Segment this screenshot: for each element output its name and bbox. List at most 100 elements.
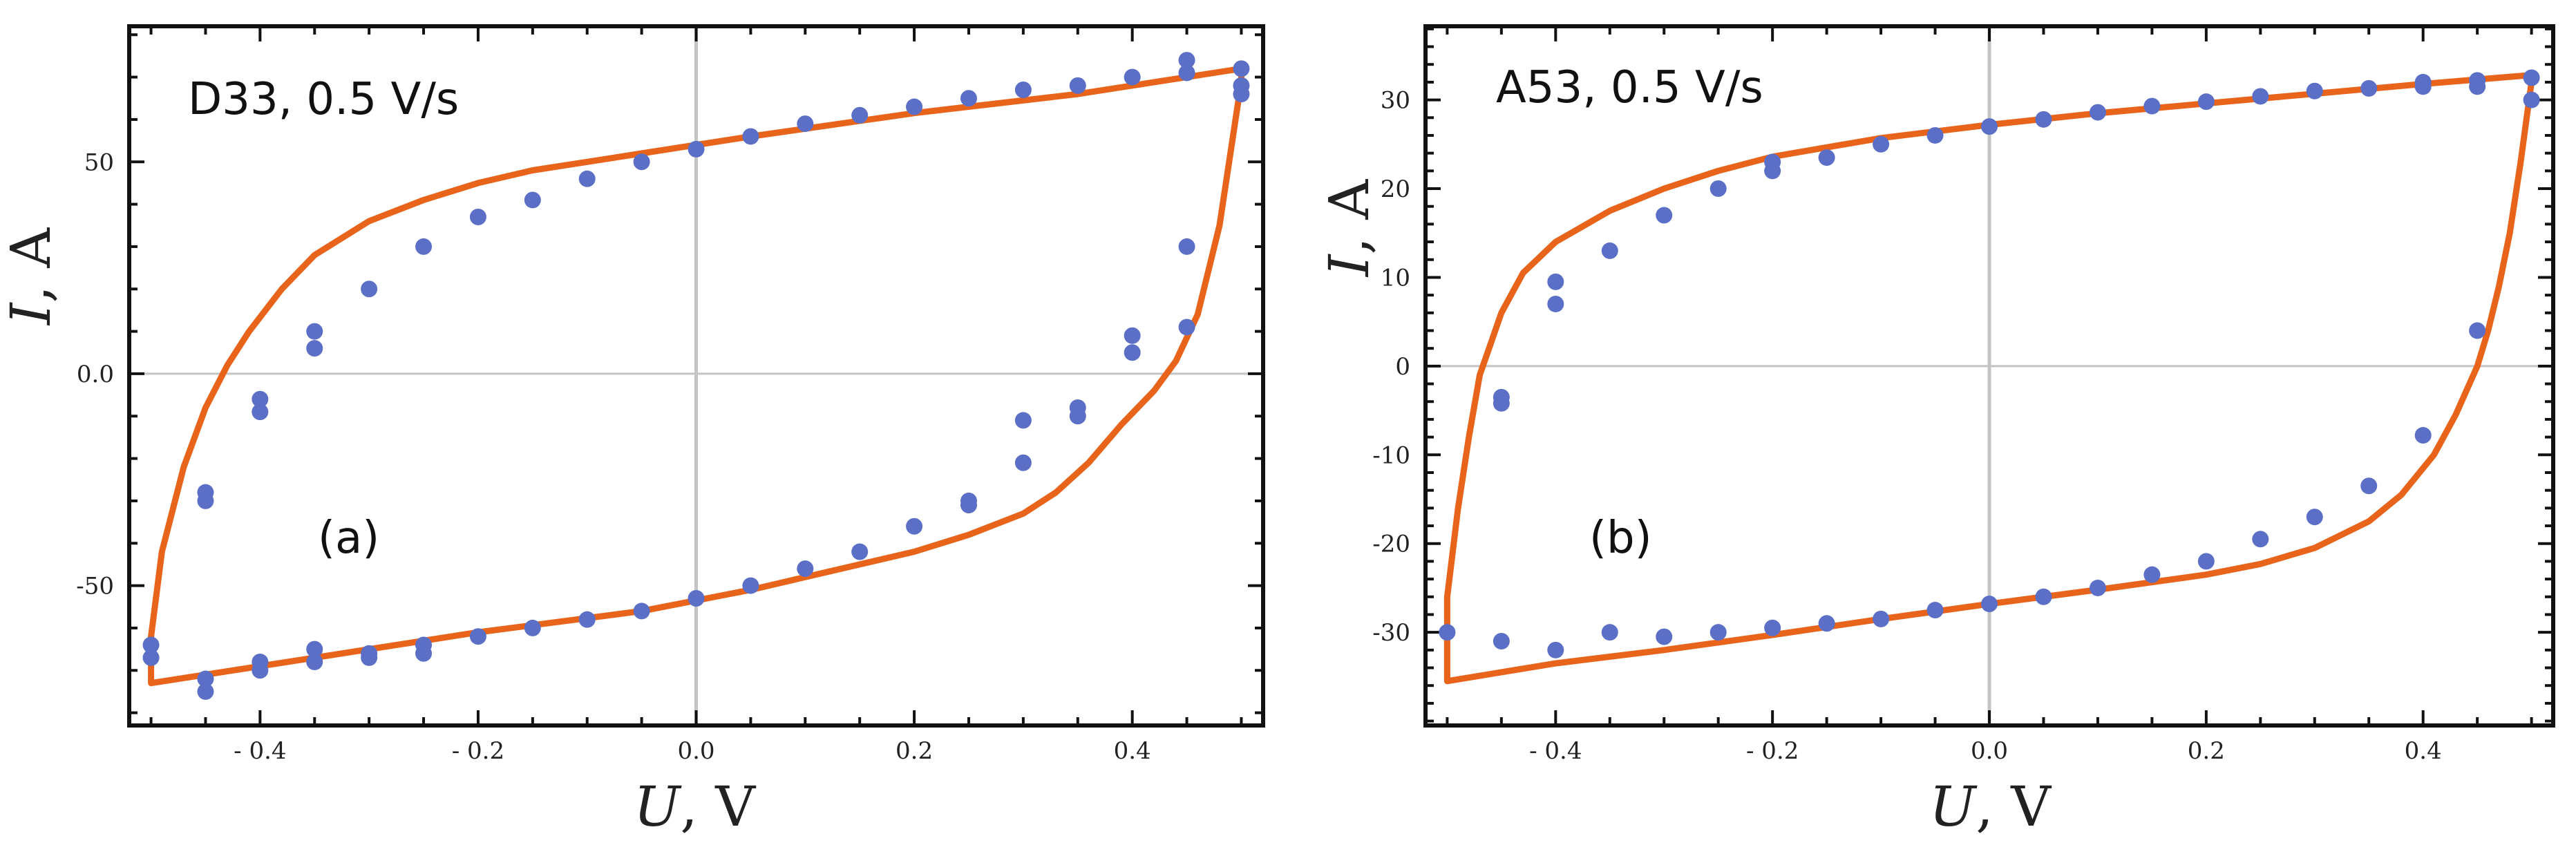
- panel-a-label: (a): [318, 513, 379, 564]
- panel-a-data-point: [142, 636, 160, 654]
- panel-b-data-point: [1818, 615, 1835, 632]
- panel-a-data-point: [1233, 60, 1250, 77]
- panel-a-data-point: [197, 683, 214, 700]
- panel-a-data-point: [960, 90, 977, 107]
- panel-a-data-point: [960, 497, 977, 514]
- panel-b-data-point: [1873, 610, 1890, 627]
- panel-a: - 0.4 - 0.2 0.0 0.2 0.4 50 0.0 -50 D33, 0.5 V/s…: [0, 24, 1265, 839]
- panel-a-y-axis-unit: , A: [0, 227, 63, 303]
- panel-a-data-point: [1014, 412, 1032, 429]
- panel-a-data-point: [742, 128, 759, 145]
- panel-b-data-point: [2197, 93, 2215, 111]
- panel-a-data-point: [851, 106, 869, 124]
- panel-a-x-tick-label: 0.0: [677, 737, 714, 765]
- panel-b-data-point: [1547, 641, 1564, 658]
- panel-b-data-point: [2414, 78, 2432, 95]
- panel-b-data-point: [1601, 624, 1618, 641]
- panel-b-data-point: [1656, 207, 1673, 224]
- panel-b-data-point: [2523, 91, 2540, 108]
- panel-a-data-point: [469, 628, 486, 645]
- panel-a-x-tick-label: 0.2: [896, 737, 933, 765]
- panel-b-data-point: [2089, 104, 2106, 121]
- panel-b-plot-frame: [1423, 24, 2555, 728]
- panel-b-data-point: [2306, 509, 2323, 526]
- panel-b-data-point: [2035, 111, 2052, 128]
- panel-a-data-point: [142, 649, 160, 666]
- panel-b-data-point: [1764, 162, 1781, 180]
- panel-b-data-point: [2360, 79, 2378, 97]
- panel-b-data-point: [2414, 427, 2432, 444]
- panel-b-data-point: [1493, 395, 1510, 412]
- panel-b-x-tick-label: 0.0: [1971, 737, 2008, 765]
- panel-a-data-point: [1014, 454, 1032, 471]
- panel-a-data-point: [1178, 238, 1195, 255]
- panel-b-marks: - 0.4 - 0.2 0.0 0.2 0.4 30 20 10 0 -10 -20 -30: [1372, 24, 2555, 765]
- panel-b-data-point: [2197, 553, 2215, 570]
- panel-a-data-point: [415, 645, 433, 662]
- panel-a-data-point: [1178, 64, 1195, 82]
- panel-b-x-tick-label: - 0.2: [1746, 737, 1799, 765]
- panel-a-data-point: [1124, 327, 1141, 344]
- panel-b-label: (b): [1589, 513, 1652, 564]
- panel-b-data-point: [2089, 579, 2106, 596]
- panel-b-data-point: [2252, 88, 2269, 105]
- panel-a-data-point: [1124, 344, 1141, 361]
- panel-b-data-point: [1818, 149, 1835, 167]
- panel-a-data-point: [306, 340, 323, 357]
- panel-b-data-point: [2143, 566, 2161, 583]
- panel-a-plot-frame: [127, 24, 1265, 728]
- panel-b-y-tick-label: 20: [1381, 175, 1410, 203]
- panel-a-data-point: [252, 662, 269, 679]
- panel-a-data-point: [1233, 86, 1250, 103]
- panel-a-data-point: [306, 323, 323, 340]
- panel-b-data-point: [1981, 118, 1998, 135]
- panel-a-y-tick-label: 50: [84, 149, 114, 176]
- panel-b-y-tick-label: 0: [1395, 353, 1410, 381]
- panel-b-data-point: [2469, 78, 2486, 95]
- panel-a-data-point: [361, 649, 378, 666]
- panel-a-data-point: [1124, 68, 1141, 86]
- panel-b-y-axis-variable: I: [1317, 254, 1381, 278]
- panel-a-data-point: [197, 670, 214, 687]
- panel-a-data-point: [1178, 319, 1195, 336]
- panel-b-data-point: [2360, 477, 2378, 495]
- panel-b-y-tick-label: 30: [1381, 87, 1410, 115]
- panel-a-data-point: [578, 611, 596, 628]
- panel-b-data-point: [1926, 126, 1944, 144]
- panel-b-y-tick-label: -20: [1372, 531, 1410, 558]
- panel-a-data-point: [906, 98, 923, 115]
- panel-b-title: A53, 0.5 V/s: [1496, 62, 1763, 113]
- panel-a-data-point: [415, 238, 433, 255]
- panel-a-marks: - 0.4 - 0.2 0.0 0.2 0.4 50 0.0 -50: [76, 24, 1265, 765]
- panel-a-data-point: [306, 654, 323, 670]
- panel-a-y-axis-title: I, A: [0, 227, 63, 326]
- panel-b-y-tick-label: 10: [1381, 264, 1410, 292]
- panel-b-data-point: [1601, 242, 1618, 259]
- panel-b-x-axis-variable: U: [1929, 775, 1978, 839]
- panel-a-x-tick-label: - 0.2: [452, 737, 504, 765]
- panel-a-data-point: [633, 602, 650, 620]
- panel-a-x-axis-unit: , V: [680, 775, 756, 839]
- panel-a-data-point: [906, 518, 923, 535]
- panel-b-data-point: [1981, 596, 1998, 613]
- panel-a-data-point: [1178, 52, 1195, 69]
- panel-a-data-point: [742, 577, 759, 594]
- panel-b-x-axis-unit: , V: [1976, 775, 2052, 839]
- panel-a-x-tick-label: - 0.4: [234, 737, 286, 765]
- panel-a-data-point: [197, 492, 214, 509]
- panel-a-data-point: [469, 209, 486, 225]
- panel-b-data-point: [1656, 628, 1673, 645]
- panel-b-x-tick-label: 0.4: [2405, 737, 2442, 765]
- panel-b: - 0.4 - 0.2 0.0 0.2 0.4 30 20 10 0 -10 -20 -30 A53,…: [1317, 24, 2555, 839]
- panel-a-data-point: [797, 115, 814, 133]
- panel-a-data-point: [633, 153, 650, 171]
- panel-b-data-point: [2306, 82, 2323, 99]
- panel-b-x-tick-label: - 0.4: [1529, 737, 1582, 765]
- panel-b-y-tick-label: -10: [1372, 442, 1410, 469]
- panel-b-data-point: [1439, 624, 1456, 641]
- panel-a-x-tick-label: 0.4: [1114, 737, 1151, 765]
- panel-a-data-point: [1014, 82, 1032, 98]
- panel-a-data-point: [524, 619, 541, 636]
